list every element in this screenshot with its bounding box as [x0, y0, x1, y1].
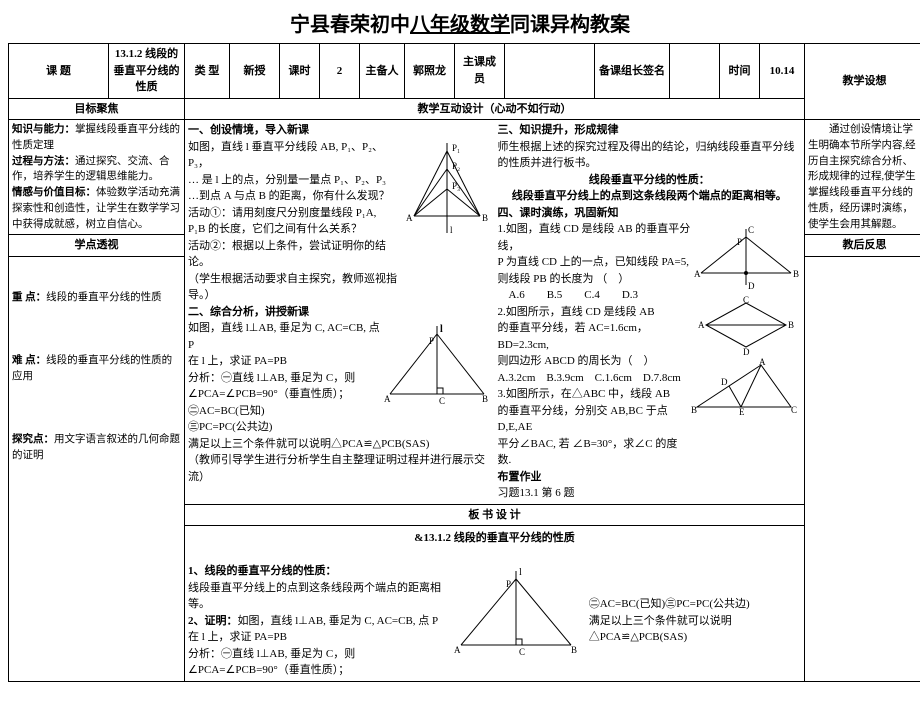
goals-cell: 知识与能力：掌握线段垂直平分线的性质定理 过程与方法：通过探究、交流、合作，培养… [9, 120, 185, 235]
sec4-h: 四、课时演练，巩固新知 [498, 205, 802, 222]
val-keshi: 2 [320, 44, 360, 99]
fig6-svg: l P A B C [451, 565, 581, 655]
label-keti: 课 题 [9, 44, 109, 99]
svg-text:P₂: P₂ [452, 161, 460, 171]
svg-text:l: l [440, 324, 443, 335]
teaching-design-cell: 一、创设情境，导入新课 如图，直线 l 垂直平分线段 AB, P₁、P₂、P₃，… [185, 120, 805, 505]
fig1-svg: P₁ P₂ P₃ A B l [402, 141, 492, 236]
label-shijian: 时间 [720, 44, 760, 99]
val-zhubei: 郭照龙 [405, 44, 455, 99]
svg-text:P₁: P₁ [452, 143, 460, 153]
label-zhubei: 主备人 [360, 44, 405, 99]
sec1-h: 一、创设情境，导入新课 [188, 122, 492, 139]
label-keshi: 课时 [280, 44, 320, 99]
svg-text:P: P [737, 237, 742, 247]
svg-text:l: l [519, 567, 522, 578]
banshu-cell: 板 书 设 计 &13.1.2 线段的垂直平分线的性质 1、线段的垂直平分线的性… [185, 504, 805, 681]
svg-text:A: A [698, 320, 705, 330]
svg-text:A: A [406, 213, 413, 223]
sec2-h: 二、综合分析，讲授新课 [188, 304, 492, 321]
label-shexiang: 教学设想 [805, 44, 920, 120]
fig5-svg: A D B E C [691, 357, 801, 417]
svg-text:A: A [384, 394, 391, 404]
svg-text:B: B [788, 320, 794, 330]
xuedian-h: 学点透视 [9, 235, 185, 257]
val-shijian: 10.14 [760, 44, 805, 99]
svg-text:A: A [454, 645, 461, 655]
page-title: 宁县春荣初中八年级数学同课异构教案 [8, 8, 912, 37]
svg-text:D: D [743, 347, 750, 355]
shexiang-cell: 通过创设情境让学生明确本节所学内容,经历自主探究综合分析、形成规律的过程,使学生… [805, 120, 920, 235]
svg-text:B: B [482, 213, 488, 223]
svg-text:C: C [519, 647, 525, 655]
zhong-nan-cell: 重 点：线段的垂直平分线的性质 难 点：线段的垂直平分线的性质的应用 探究点：用… [9, 256, 185, 681]
svg-text:P: P [429, 336, 434, 346]
svg-text:C: C [743, 295, 749, 305]
svg-text:A: A [759, 357, 766, 367]
label-hudong: 教学互动设计（心动不如行动） [185, 98, 805, 120]
fig3-svg: C P A B D [691, 223, 801, 293]
val-leixing: 新授 [230, 44, 280, 99]
label-zhuke: 主课成员 [455, 44, 505, 99]
fig4-svg: C A B D [696, 295, 796, 355]
fansi-h: 教后反思 [805, 235, 920, 257]
svg-text:C: C [748, 225, 754, 235]
svg-text:C: C [791, 405, 797, 415]
label-mubiao: 目标聚焦 [9, 98, 185, 120]
hw-h: 布置作业 [498, 469, 802, 486]
val-zhuke [505, 44, 595, 99]
lesson-table: 课 题 13.1.2 线段的垂直平分线的性质 类 型 新授 课时 2 主备人 郭… [8, 43, 920, 682]
svg-text:C: C [439, 396, 445, 406]
label-beike: 备课组长签名 [595, 44, 670, 99]
svg-text:A: A [694, 269, 701, 279]
svg-text:P: P [506, 579, 511, 589]
svg-text:D: D [721, 377, 728, 387]
svg-text:P₃: P₃ [452, 181, 460, 191]
sec3-h: 三、知识提升，形成规律 [498, 122, 802, 139]
svg-text:B: B [793, 269, 799, 279]
fig2-svg: l P A B C [382, 322, 492, 407]
svg-text:l: l [450, 225, 453, 235]
val-beike [670, 44, 720, 99]
svg-text:B: B [482, 394, 488, 404]
label-leixing: 类 型 [185, 44, 230, 99]
fansi-cell [805, 256, 920, 681]
svg-text:B: B [691, 405, 697, 415]
svg-text:D: D [748, 281, 755, 291]
val-keti: 13.1.2 线段的垂直平分线的性质 [109, 44, 185, 99]
svg-text:B: B [571, 645, 577, 655]
svg-text:E: E [739, 407, 745, 417]
